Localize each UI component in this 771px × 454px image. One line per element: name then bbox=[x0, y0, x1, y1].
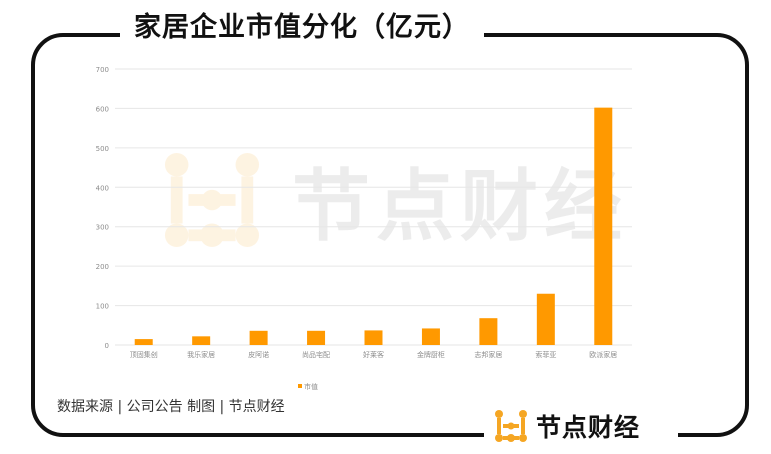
legend-label: 市值 bbox=[304, 382, 318, 391]
x-tick-label: 好莱客 bbox=[363, 350, 384, 359]
bar bbox=[134, 339, 153, 345]
brand-logo: 节点财经 bbox=[484, 404, 678, 448]
bar bbox=[307, 330, 326, 345]
dot-grid-logo-icon bbox=[495, 410, 527, 442]
y-tick-label: 700 bbox=[96, 66, 109, 74]
source-note: 数据来源 | 公司公告 制图 | 节点财经 bbox=[57, 399, 285, 415]
legend: 市值 bbox=[298, 382, 318, 391]
bar bbox=[594, 107, 613, 345]
title-banner: 家居企业市值分化（亿元） bbox=[120, 6, 484, 52]
bar bbox=[421, 328, 440, 345]
label-layer: 0 100 200 300 400 500 600 700 顶固集创 我乐家居 皮阿诺 尚品宅配 好莱客… bbox=[96, 66, 618, 359]
x-tick-label: 皮阿诺 bbox=[248, 350, 269, 359]
x-tick-label: 金牌厨柜 bbox=[417, 350, 445, 359]
y-tick-label: 600 bbox=[96, 105, 109, 113]
bar bbox=[192, 336, 211, 345]
brand-name: 节点财经 bbox=[536, 413, 641, 442]
y-tick-label: 400 bbox=[96, 184, 109, 192]
x-tick-label: 我乐家居 bbox=[187, 350, 215, 359]
y-tick-label: 100 bbox=[96, 303, 109, 311]
x-tick-label: 索菲亚 bbox=[535, 350, 556, 359]
x-tick-label: 尚品宅配 bbox=[302, 350, 330, 359]
bar bbox=[479, 318, 498, 345]
bar bbox=[249, 330, 268, 345]
y-tick-label: 500 bbox=[96, 145, 109, 153]
y-tick-label: 200 bbox=[96, 263, 109, 271]
bar bbox=[364, 330, 383, 345]
legend-swatch bbox=[298, 384, 302, 388]
page-title: 家居企业市值分化（亿元） bbox=[134, 12, 470, 43]
bar bbox=[536, 293, 555, 345]
y-tick-label: 0 bbox=[105, 342, 109, 350]
bar-layer bbox=[134, 107, 613, 345]
x-tick-label: 顶固集创 bbox=[130, 350, 158, 359]
y-tick-label: 300 bbox=[96, 224, 109, 232]
x-tick-label: 志邦家居 bbox=[474, 350, 502, 359]
x-tick-label: 欧派家居 bbox=[589, 350, 617, 359]
